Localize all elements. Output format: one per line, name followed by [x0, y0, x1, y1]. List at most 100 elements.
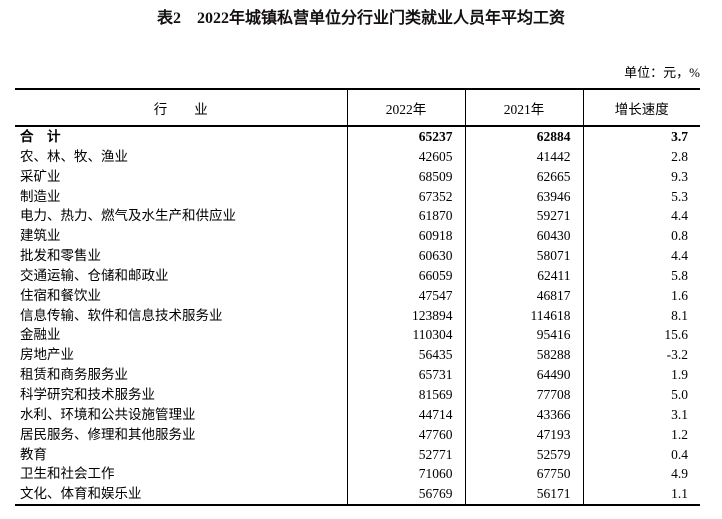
industry-cell: 采矿业: [20, 168, 61, 184]
industry-cell: 农、林、牧、渔业: [20, 148, 128, 164]
value-2022-cell: 60918: [346, 226, 465, 247]
industry-cell: 租赁和商务服务业: [20, 367, 128, 383]
value-2022-cell: 47760: [346, 424, 465, 445]
value-2021-cell: 64490: [464, 365, 583, 385]
growth-rate-cell: 3.7: [582, 126, 700, 147]
growth-rate-cell: 9.3: [582, 166, 700, 187]
value-2021-cell: 95416: [464, 325, 583, 346]
table-row: 水利、环境和公共设施管理业 44714 43366 3.1: [15, 404, 700, 425]
value-2022-cell: 56769: [346, 484, 465, 506]
table-row: 卫生和社会工作 71060 67750 4.9: [15, 464, 700, 485]
table-row: 电力、热力、燃气及水生产和供应业 61870 59271 4.4: [15, 206, 700, 227]
table-row: 居民服务、修理和其他服务业 47760 47193 1.2: [15, 424, 700, 445]
value-2021-cell: 58288: [464, 345, 583, 366]
value-2021-cell: 62665: [464, 166, 583, 187]
value-2022-cell: 71060: [346, 464, 465, 485]
table-row: 信息传输、软件和信息技术服务业 123894 114618 8.1: [15, 305, 700, 326]
table-row: 农、林、牧、渔业 42605 41442 2.8: [15, 146, 700, 167]
table-row: 教育 52771 52579 0.4: [15, 444, 700, 465]
value-2021-cell: 47193: [464, 424, 583, 445]
industry-cell: 水利、环境和公共设施管理业: [20, 406, 196, 422]
value-2022-cell: 61870: [346, 206, 465, 227]
value-2022-cell: 81569: [346, 384, 465, 405]
table-row: 建筑业 60918 60430 0.8: [15, 226, 700, 247]
industry-cell: 金融业: [20, 327, 61, 343]
growth-rate-cell: 15.6: [582, 325, 700, 346]
industry-cell: 教育: [20, 446, 47, 462]
value-2021-cell: 59271: [464, 206, 583, 227]
growth-rate-cell: 1.9: [582, 365, 700, 385]
value-2022-cell: 56435: [346, 345, 465, 366]
industry-cell: 批发和零售业: [20, 248, 101, 264]
industry-cell: 交通运输、仓储和邮政业: [20, 267, 169, 283]
unit-note: 单位：元，%: [624, 65, 700, 80]
value-2021-cell: 67750: [464, 464, 583, 485]
value-2021-cell: 63946: [464, 186, 583, 207]
table-row: 租赁和商务服务业 65731 64490 1.9: [15, 365, 700, 385]
industry-cell: 合 计: [20, 129, 61, 144]
growth-rate-cell: 8.1: [582, 305, 700, 326]
growth-rate-cell: 2.8: [582, 146, 700, 167]
value-2021-cell: 46817: [464, 285, 583, 306]
value-2021-cell: 43366: [464, 404, 583, 425]
table-row: 金融业 110304 95416 15.6: [15, 325, 700, 346]
value-2022-cell: 44714: [346, 404, 465, 425]
value-2021-cell: 56171: [464, 484, 583, 506]
industry-cell: 科学研究和技术服务业: [20, 386, 155, 402]
value-2022-cell: 65731: [346, 365, 465, 385]
growth-rate-cell: 1.1: [582, 484, 700, 506]
growth-rate-cell: 5.0: [582, 384, 700, 405]
table-row: 住宿和餐饮业 47547 46817 1.6: [15, 285, 700, 306]
value-2022-cell: 42605: [346, 146, 465, 167]
industry-cell: 信息传输、软件和信息技术服务业: [20, 307, 223, 323]
industry-cell: 房地产业: [20, 347, 74, 363]
table-row: 房地产业 56435 58288 -3.2: [15, 345, 700, 366]
value-2022-cell: 67352: [346, 186, 465, 207]
value-2022-cell: 52771: [346, 444, 465, 465]
header-industry: 行 业: [15, 89, 347, 127]
industry-cell: 文化、体育和娱乐业: [20, 486, 142, 502]
table-row: 文化、体育和娱乐业 56769 56171 1.1: [15, 484, 700, 506]
growth-rate-cell: 0.4: [582, 444, 700, 465]
growth-rate-cell: 4.9: [582, 464, 700, 485]
value-2021-cell: 114618: [464, 305, 583, 326]
value-2021-cell: 62411: [464, 265, 583, 286]
value-2021-cell: 41442: [464, 146, 583, 167]
growth-rate-cell: 3.1: [582, 404, 700, 425]
growth-rate-cell: 5.8: [582, 265, 700, 286]
value-2022-cell: 110304: [346, 325, 465, 346]
value-2021-cell: 60430: [464, 226, 583, 247]
table-row: 批发和零售业 60630 58071 4.4: [15, 246, 700, 266]
growth-rate-cell: 5.3: [582, 186, 700, 207]
header-year-2021: 2021年: [464, 89, 583, 127]
growth-rate-cell: 4.4: [582, 246, 700, 266]
value-2022-cell: 60630: [346, 246, 465, 266]
value-2021-cell: 52579: [464, 444, 583, 465]
growth-rate-cell: 1.6: [582, 285, 700, 306]
value-2022-cell: 65237: [346, 126, 465, 147]
table-row: 采矿业 68509 62665 9.3: [15, 166, 700, 187]
industry-cell: 卫生和社会工作: [20, 466, 115, 482]
value-2022-cell: 66059: [346, 265, 465, 286]
value-2022-cell: 68509: [346, 166, 465, 187]
table-header: 行 业 2022年 2021年 增长速度: [15, 89, 700, 127]
growth-rate-cell: 1.2: [582, 424, 700, 445]
table-title: 表2 2022年城镇私营单位分行业门类就业人员年平均工资: [156, 10, 565, 27]
table-row: 合 计 65237 62884 3.7: [15, 126, 700, 147]
header-year-2022: 2022年: [346, 89, 465, 127]
wage-table: 行 业 2022年 2021年 增长速度 合 计 65237 62884 3.7 农、林…: [15, 88, 700, 507]
industry-cell: 住宿和餐饮业: [20, 287, 101, 303]
header-growth-rate: 增长速度: [582, 89, 700, 127]
industry-cell: 制造业: [20, 188, 61, 204]
table-row: 交通运输、仓储和邮政业 66059 62411 5.8: [15, 265, 700, 286]
growth-rate-cell: -3.2: [582, 345, 700, 366]
value-2021-cell: 58071: [464, 246, 583, 266]
value-2022-cell: 123894: [346, 305, 465, 326]
value-2022-cell: 47547: [346, 285, 465, 306]
industry-cell: 建筑业: [20, 228, 61, 244]
value-2021-cell: 62884: [464, 126, 583, 147]
table-row: 科学研究和技术服务业 81569 77708 5.0: [15, 384, 700, 405]
value-2021-cell: 77708: [464, 384, 583, 405]
table-row: 制造业 67352 63946 5.3: [15, 186, 700, 207]
